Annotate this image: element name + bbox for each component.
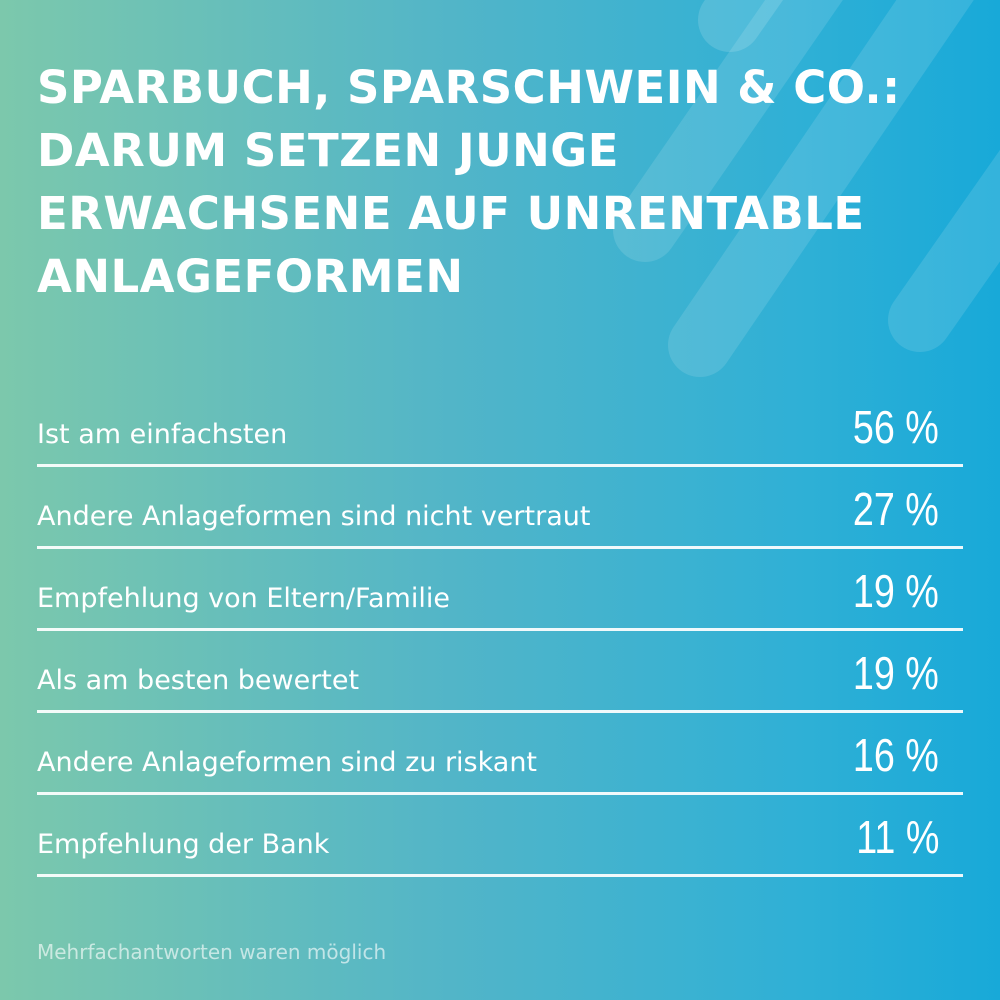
row-label: Ist am einfachsten — [37, 419, 288, 450]
title-line-3: ERWACHSENE AUF UNRENTABLE — [37, 187, 865, 240]
row-label: Empfehlung der Bank — [37, 829, 330, 860]
reasons-table: Ist am einfachsten 56 % Andere Anlagefor… — [37, 385, 963, 877]
footnote: Mehrfachantworten waren möglich — [37, 940, 387, 964]
row-value: 27 % — [853, 483, 939, 535]
row-value: 11 % — [855, 811, 939, 863]
row-label: Andere Anlageformen sind zu riskant — [37, 747, 538, 778]
row-label: Empfehlung von Eltern/Familie — [37, 583, 450, 614]
row-value: 16 % — [853, 729, 939, 781]
row-label: Andere Anlageformen sind nicht vertraut — [37, 501, 591, 532]
table-row: Als am besten bewertet 19 % — [37, 631, 963, 713]
title-line-1: SPARBUCH, SPARSCHWEIN & CO.: — [37, 61, 901, 114]
row-value: 19 % — [853, 647, 939, 699]
title-line-2: DARUM SETZEN JUNGE — [37, 124, 619, 177]
table-row: Ist am einfachsten 56 % — [37, 385, 963, 467]
title-line-4: ANLAGEFORMEN — [37, 250, 464, 303]
table-row: Andere Anlageformen sind nicht vertraut … — [37, 467, 963, 549]
table-row: Andere Anlageformen sind zu riskant 16 % — [37, 713, 963, 795]
page-title: SPARBUCH, SPARSCHWEIN & CO.: DARUM SETZE… — [37, 56, 977, 308]
table-row: Empfehlung von Eltern/Familie 19 % — [37, 549, 963, 631]
row-value: 19 % — [853, 565, 939, 617]
table-row: Empfehlung der Bank 11 % — [37, 795, 963, 877]
row-value: 56 % — [853, 401, 939, 453]
row-label: Als am besten bewertet — [37, 665, 360, 696]
